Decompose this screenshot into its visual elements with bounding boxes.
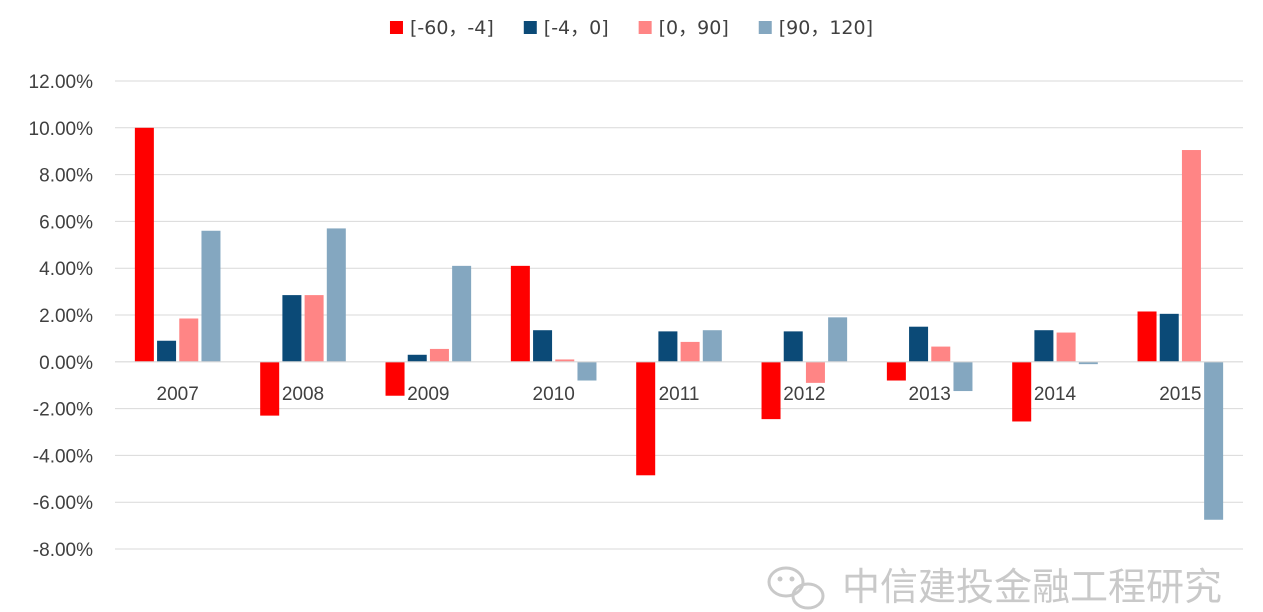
- bar: [909, 326, 929, 362]
- bar: [282, 295, 302, 362]
- bar: [1012, 361, 1032, 422]
- legend-label: [-4，0]: [544, 17, 609, 39]
- bar: [953, 361, 973, 392]
- y-tick-label: 8.00%: [39, 166, 93, 187]
- bar: [134, 127, 154, 362]
- bar: [931, 346, 951, 362]
- y-axis: 12.00% 10.00% 8.00% 6.00% 4.00% 2.00% 0.00% -2.…: [29, 72, 94, 561]
- legend-item: [-60，-4]: [389, 17, 494, 39]
- legend-label: [0，90]: [659, 17, 729, 39]
- bar: [783, 331, 803, 362]
- x-tick-label: 2007: [157, 384, 199, 405]
- bar: [886, 361, 906, 381]
- legend-swatch: [638, 21, 652, 34]
- legend-item: [90，120]: [758, 17, 873, 39]
- y-tick-label: -2.00%: [33, 400, 93, 421]
- y-tick-label: -4.00%: [33, 446, 93, 467]
- bar: [1159, 313, 1179, 362]
- bar: [702, 330, 722, 362]
- bar: [1078, 361, 1098, 365]
- bar: [761, 361, 781, 420]
- bar: [260, 361, 280, 416]
- bar: [1137, 311, 1157, 362]
- x-tick-label: 2015: [1159, 384, 1201, 405]
- watermark: 中信建投金融工程研究: [767, 565, 1222, 610]
- legend-swatch: [523, 21, 537, 34]
- x-tick-label: 2011: [659, 384, 700, 405]
- legend-label: [-60，-4]: [410, 17, 494, 39]
- bar: [577, 361, 597, 381]
- bar: [805, 361, 825, 383]
- watermark-text: 中信建投金融工程研究: [842, 565, 1222, 609]
- bar: [1181, 150, 1201, 362]
- legend-swatch: [389, 21, 403, 34]
- gridlines: [115, 80, 1243, 550]
- x-tick-label: 2009: [407, 384, 449, 405]
- wechat-icon: [767, 566, 825, 610]
- bar: [452, 265, 472, 362]
- bar: [1034, 330, 1054, 362]
- bar: [658, 331, 678, 362]
- bar: [429, 348, 449, 362]
- x-tick-label: 2013: [909, 384, 951, 405]
- bar: [1056, 332, 1076, 362]
- bars: [134, 127, 1224, 520]
- bar: [326, 228, 346, 362]
- bar: [201, 230, 221, 362]
- bar: [1204, 361, 1224, 520]
- legend-item: [0，90]: [638, 17, 729, 39]
- legend: [-60，-4] [-4，0] [0，90] [90，120]: [389, 17, 873, 39]
- x-axis: 2007 2008 2009 2010 2011 2012 2013 2014 2015: [115, 361, 1243, 405]
- bar: [407, 354, 427, 362]
- bar: [680, 341, 700, 362]
- y-tick-label: 4.00%: [39, 259, 93, 280]
- x-tick-label: 2012: [783, 384, 825, 405]
- bar: [533, 330, 553, 362]
- x-tick-label: 2008: [282, 384, 324, 405]
- x-tick-label: 2010: [533, 384, 575, 405]
- legend-item: [-4，0]: [523, 17, 609, 39]
- y-tick-label: -6.00%: [33, 493, 93, 514]
- legend-swatch: [758, 21, 772, 34]
- bar: [555, 359, 575, 362]
- y-tick-label: 6.00%: [39, 212, 93, 233]
- bar: [179, 318, 199, 362]
- bar: [385, 361, 405, 396]
- bar: [157, 340, 177, 362]
- bar: [828, 317, 848, 362]
- y-tick-label: 10.00%: [29, 119, 94, 140]
- bar: [304, 295, 324, 362]
- y-tick-label: 12.00%: [29, 72, 94, 93]
- bar: [510, 265, 530, 362]
- y-tick-label: -8.00%: [33, 540, 93, 561]
- y-tick-label: 2.00%: [39, 306, 93, 327]
- legend-label: [90，120]: [779, 17, 873, 39]
- y-tick-label: 0.00%: [39, 353, 93, 374]
- x-tick-label: 2014: [1034, 384, 1077, 405]
- bar: [636, 361, 656, 476]
